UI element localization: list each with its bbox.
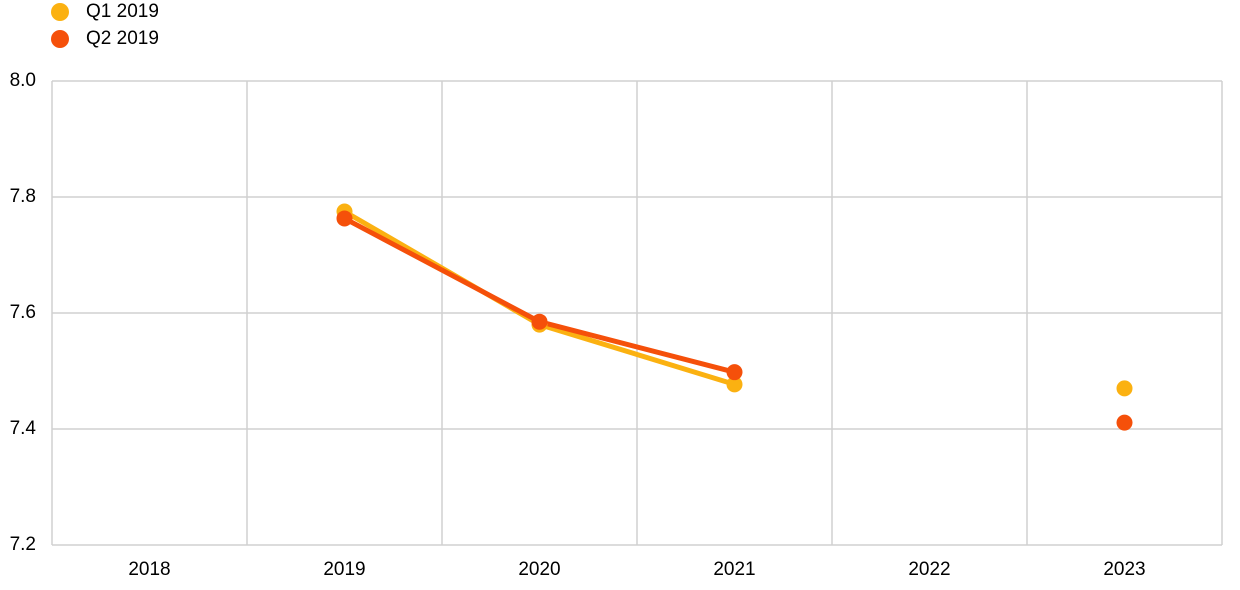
legend-label: Q2 2019 [86,28,159,49]
legend-label: Q1 2019 [86,1,159,22]
data-point [1116,380,1133,397]
x-tick-label: 2023 [1103,559,1145,580]
data-point [531,313,548,330]
legend-marker [51,3,69,21]
y-tick-label: 7.8 [10,186,36,207]
y-tick-label: 7.2 [10,534,36,555]
y-tick-label: 7.4 [10,418,37,439]
data-point [726,376,743,393]
x-tick-label: 2019 [323,559,365,580]
y-tick-label: 7.6 [10,302,36,323]
series-line [345,212,1125,389]
x-tick-label: 2021 [713,559,755,580]
data-point [336,210,353,227]
x-tick-label: 2018 [128,559,170,580]
data-point [726,364,743,381]
y-tick-label: 8.0 [10,70,36,91]
legend-marker [51,30,69,48]
data-point [1116,414,1133,431]
x-tick-label: 2022 [908,559,950,580]
x-tick-label: 2020 [518,559,560,580]
